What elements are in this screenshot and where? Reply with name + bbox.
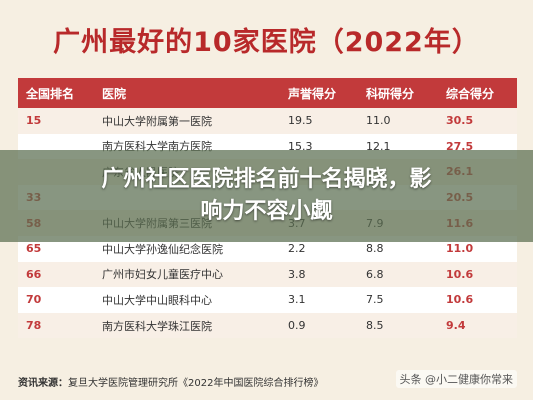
total-cell: 10.6 <box>446 293 474 307</box>
rank-cell: 78 <box>26 319 42 333</box>
hospital-cell: 南方医科大学珠江医院 <box>102 319 212 333</box>
table-header: 全国排名 医院 声誉得分 科研得分 综合得分 <box>18 78 517 108</box>
page-title: 广州最好的10家医院（2022年） <box>53 26 480 58</box>
reputation-cell: 15.3 <box>288 139 313 153</box>
headline-line-1: 广州社区医院排名前十名揭晓，影 <box>101 167 432 192</box>
table-row: 70 中山大学中山眼科中心 3.1 7.5 10.6 <box>18 287 517 313</box>
table-row: 15 中山大学附属第一医院 19.5 11.0 30.5 <box>18 108 517 134</box>
header-research: 科研得分 <box>366 86 415 101</box>
research-cell: 11.0 <box>366 114 391 128</box>
hospital-cell: 中山大学附属第一医院 <box>102 114 212 128</box>
table-row: 66 广州市妇女儿童医疗中心 3.8 6.8 10.6 <box>18 261 517 288</box>
headline-overlay: 广州社区医院排名前十名揭晓，影 响力不容小觑 <box>0 150 533 242</box>
source-label: 资讯来源： <box>18 377 68 389</box>
total-cell: 11.0 <box>446 242 474 256</box>
total-cell: 30.5 <box>446 114 474 128</box>
total-cell: 9.4 <box>446 319 466 333</box>
rank-cell: 15 <box>26 114 42 128</box>
research-cell: 8.8 <box>366 242 384 256</box>
rank-cell: 65 <box>26 242 42 256</box>
research-cell: 8.5 <box>366 319 384 333</box>
reputation-cell: 3.8 <box>288 267 306 281</box>
reputation-cell: 19.5 <box>288 114 313 128</box>
research-cell: 6.8 <box>366 267 384 281</box>
hospital-cell: 中山大学中山眼科中心 <box>102 293 212 307</box>
watermark: 头条 @小二健康你常来 <box>395 370 517 388</box>
rank-cell: 70 <box>26 293 42 307</box>
total-cell: 27.5 <box>446 139 474 153</box>
header-rank: 全国排名 <box>26 86 75 101</box>
total-cell: 10.6 <box>446 267 474 281</box>
source-note: 资讯来源： 复旦大学医院管理研究所《2022年中国医院综合排行榜》 <box>18 367 517 395</box>
hospital-cell: 广州市妇女儿童医疗中心 <box>102 268 223 282</box>
table-row: 78 南方医科大学珠江医院 0.9 8.5 9.4 <box>18 312 517 339</box>
reputation-cell: 2.2 <box>288 242 306 256</box>
header-hospital: 医院 <box>102 86 127 101</box>
rank-cell: 66 <box>26 267 42 281</box>
reputation-cell: 3.1 <box>288 293 306 307</box>
header-total: 综合得分 <box>446 86 495 101</box>
research-cell: 12.1 <box>366 139 391 153</box>
source-text: 复旦大学医院管理研究所《2022年中国医院综合排行榜》 <box>68 377 324 389</box>
header-reputation: 声誉得分 <box>288 86 337 101</box>
research-cell: 7.5 <box>366 293 384 307</box>
hospital-cell: 中山大学孙逸仙纪念医院 <box>102 242 223 256</box>
headline-line-2: 响力不容小觑 <box>200 199 333 224</box>
reputation-cell: 0.9 <box>288 319 306 333</box>
